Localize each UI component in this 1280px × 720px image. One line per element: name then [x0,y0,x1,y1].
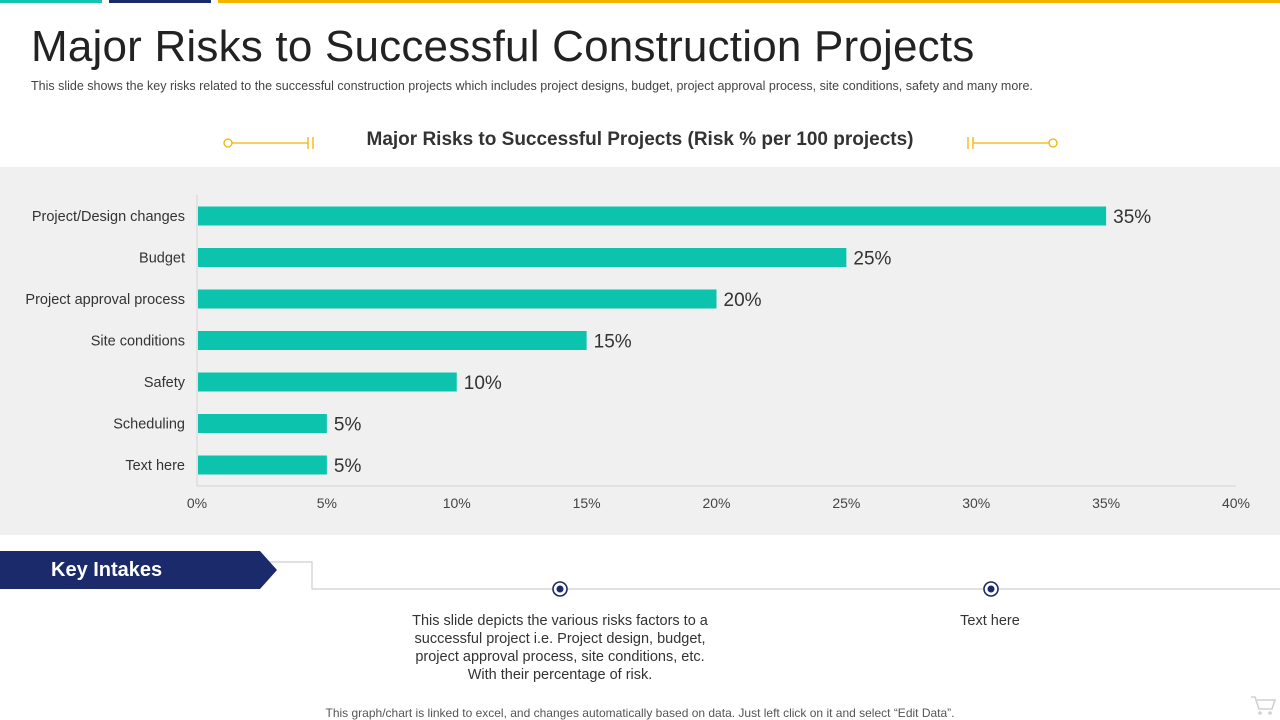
data-label: 15% [594,332,632,353]
timeline-dot-2-icon [983,581,999,597]
category-label: Budget [139,251,185,267]
key-intakes-banner [0,551,277,589]
footnote: This graph/chart is linked to excel, and… [325,706,955,720]
intakes-timeline [260,561,1280,597]
bar [198,372,457,392]
x-tick-label: 40% [1222,495,1250,511]
x-tick-label: 30% [962,495,990,511]
shopping-cart-icon [1251,696,1276,715]
chart-title: Major Risks to Successful Projects (Risk… [366,129,914,150]
accent-bar-navy [109,0,211,3]
category-label: Site conditions [91,334,185,350]
data-label: 5% [334,456,362,477]
x-tick-label: 5% [317,495,337,511]
bar [198,248,847,267]
page-title: Major Risks to Successful Construction P… [31,22,975,71]
x-tick-label: 35% [1092,495,1120,511]
page-subtitle: This slide shows the key risks related t… [31,79,1033,93]
data-label: 10% [464,373,502,394]
x-tick-label: 25% [832,495,860,511]
bar [198,414,327,433]
category-label: Scheduling [113,417,185,433]
bar [198,289,717,309]
accent-bar-teal [0,0,102,3]
risk-bar-chart: Project/Design changes 35% Budget 25% Projec… [25,195,1250,511]
x-tick-label: 0% [187,495,207,511]
bar [198,331,587,350]
x-tick-label: 10% [443,495,471,511]
data-label: 20% [724,290,762,311]
category-label: Text here [125,458,185,474]
category-label: Project/Design changes [32,209,185,225]
intake-item-text: Text here [960,613,1020,629]
title-decoration-right-icon [967,137,1058,149]
category-label: Project approval process [25,292,185,308]
title-decoration-left-icon [223,137,314,149]
bar [198,206,1107,226]
key-intakes-label: Key Intakes [51,559,163,581]
data-label: 5% [334,415,362,436]
intake-item-text: This slide depicts the various risks fac… [412,613,708,683]
bar [198,455,327,475]
x-tick-label: 15% [573,495,601,511]
x-tick-label: 20% [702,495,730,511]
category-label: Safety [144,375,186,391]
data-label: 25% [853,249,891,270]
timeline-dot-1-icon [552,581,568,597]
data-label: 35% [1113,207,1151,228]
accent-bar-gold [218,0,1280,3]
